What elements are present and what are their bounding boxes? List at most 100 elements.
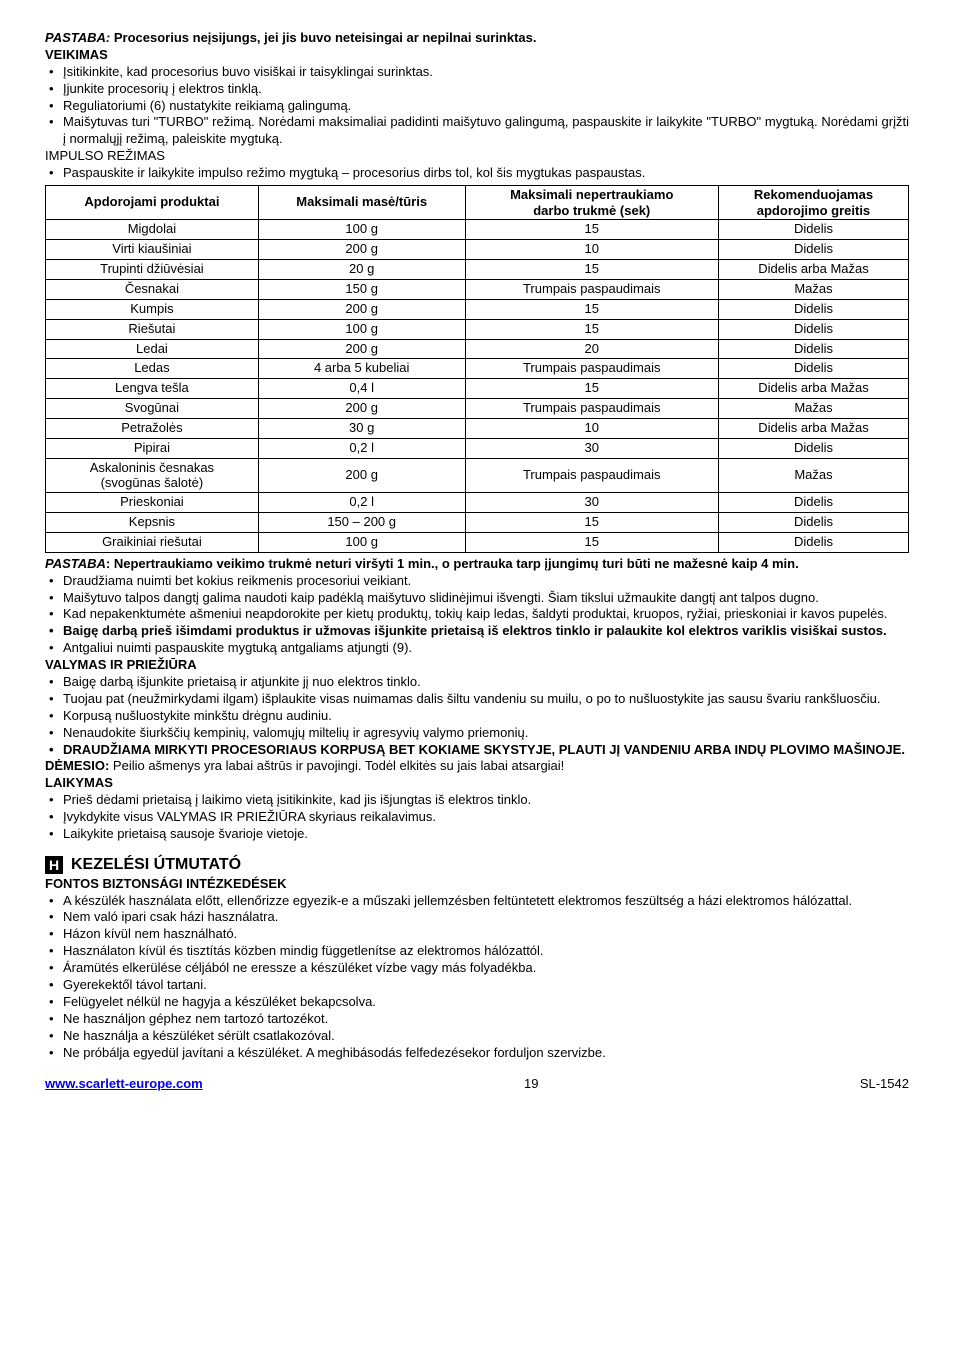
table-row: Virti kiaušiniai200 g10Didelis <box>46 240 909 260</box>
list-item: A készülék használata előtt, ellenőrizze… <box>45 893 909 910</box>
pastaba2-list: Draudžiama nuimti bet kokius reikmenis p… <box>45 573 909 657</box>
pastaba1-label: PASTABA: <box>45 30 110 45</box>
table-cell: 15 <box>465 512 718 532</box>
footer: www.scarlett-europe.com 19 SL-1542 <box>45 1076 909 1093</box>
th-duration: Maksimali nepertraukiamo darbo trukmė (s… <box>465 186 718 220</box>
table-cell: 15 <box>465 220 718 240</box>
list-item: DRAUDŽIAMA MIRKYTI PROCESORIAUS KORPUSĄ … <box>45 742 909 759</box>
list-item: Nenaudokite šiurkščių kempinių, valomųjų… <box>45 725 909 742</box>
table-row: Prieskoniai0,2 l30Didelis <box>46 493 909 513</box>
table-row: Trupinti džiūvėsiai20 g15Didelis arba Ma… <box>46 259 909 279</box>
table-cell: 15 <box>465 319 718 339</box>
table-cell: 30 <box>465 439 718 459</box>
table-cell: Česnakai <box>46 279 259 299</box>
list-item: Tuojau pat (neužmirkydami ilgam) išplauk… <box>45 691 909 708</box>
table-row: Kepsnis150 – 200 g15Didelis <box>46 512 909 532</box>
table-cell: Virti kiaušiniai <box>46 240 259 260</box>
list-item: Įvykdykite visus VALYMAS IR PRIEŽIŪRA sk… <box>45 809 909 826</box>
table-cell: 200 g <box>258 240 465 260</box>
table-cell: Trumpais paspaudimais <box>465 399 718 419</box>
table-cell: 15 <box>465 379 718 399</box>
list-item: Įsitikinkite, kad procesorius buvo visiš… <box>45 64 909 81</box>
list-item: Draudžiama nuimti bet kokius reikmenis p… <box>45 573 909 590</box>
footer-model: SL-1542 <box>860 1076 909 1093</box>
list-item: Laikykite prietaisą sausoje švarioje vie… <box>45 826 909 843</box>
table-cell: Lengva tešla <box>46 379 259 399</box>
table-cell: 200 g <box>258 339 465 359</box>
table-cell: 200 g <box>258 299 465 319</box>
impulso-list: Paspauskite ir laikykite impulso režimo … <box>45 165 909 182</box>
table-cell: 10 <box>465 419 718 439</box>
valymas-list: Baigę darbą išjunkite prietaisą ir atjun… <box>45 674 909 758</box>
list-item: Reguliatoriumi (6) nustatykite reikiamą … <box>45 98 909 115</box>
demesio-text: Peilio ašmenys yra labai aštrūs ir pavoj… <box>113 758 564 773</box>
table-cell: Trumpais paspaudimais <box>465 279 718 299</box>
list-item: Prieš dėdami prietaisą į laikimo vietą į… <box>45 792 909 809</box>
table-cell: 15 <box>465 299 718 319</box>
laikymas-header: LAIKYMAS <box>45 775 909 792</box>
table-cell: Migdolai <box>46 220 259 240</box>
th-product: Apdorojami produktai <box>46 186 259 220</box>
list-item: Gyerekektől távol tartani. <box>45 977 909 994</box>
table-cell: Trumpais paspaudimais <box>465 359 718 379</box>
kezelesi-title: KEZELÉSI ÚTMUTATÓ <box>71 855 241 876</box>
table-cell: Kumpis <box>46 299 259 319</box>
table-row: Riešutai100 g15Didelis <box>46 319 909 339</box>
demesio: DĖMESIO: Peilio ašmenys yra labai aštrūs… <box>45 758 909 775</box>
list-item: Nem való ipari csak házi használatra. <box>45 909 909 926</box>
table-cell: 0,2 l <box>258 439 465 459</box>
table-row: Graikiniai riešutai100 g15Didelis <box>46 532 909 552</box>
table-row: Askaloninis česnakas(svogūnas šalotė)200… <box>46 458 909 492</box>
table-cell: Didelis arba Mažas <box>718 259 908 279</box>
table-cell: 10 <box>465 240 718 260</box>
table-cell: 100 g <box>258 532 465 552</box>
table-cell: 200 g <box>258 458 465 492</box>
table-cell: 15 <box>465 259 718 279</box>
table-row: Petražolės30 g10Didelis arba Mažas <box>46 419 909 439</box>
table-cell: Petražolės <box>46 419 259 439</box>
list-item: Maišytuvas turi "TURBO" režimą. Norėdami… <box>45 114 909 148</box>
table-cell: Didelis <box>718 220 908 240</box>
demesio-label: DĖMESIO: <box>45 758 109 773</box>
th-speed: Rekomenduojamas apdorojimo greitis <box>718 186 908 220</box>
table-cell: Prieskoniai <box>46 493 259 513</box>
list-item: Baigę darbą išjunkite prietaisą ir atjun… <box>45 674 909 691</box>
table-row: Pipirai0,2 l30Didelis <box>46 439 909 459</box>
pastaba1: PASTABA: Procesorius neįsijungs, jei jis… <box>45 30 909 47</box>
impulso-header: IMPULSO REŽIMAS <box>45 148 909 165</box>
list-item: Antgaliui nuimti paspauskite mygtuką ant… <box>45 640 909 657</box>
table-cell: Pipirai <box>46 439 259 459</box>
table-cell: Ledas <box>46 359 259 379</box>
table-cell: Mažas <box>718 399 908 419</box>
table-row: Ledai200 g20Didelis <box>46 339 909 359</box>
list-item: Kad nepakenktumėte ašmeniui neapdorokite… <box>45 606 909 623</box>
table-cell: Didelis <box>718 512 908 532</box>
table-cell: 4 arba 5 kubeliai <box>258 359 465 379</box>
table-cell: Didelis <box>718 439 908 459</box>
veikimas-list: Įsitikinkite, kad procesorius buvo visiš… <box>45 64 909 148</box>
table-cell: 150 g <box>258 279 465 299</box>
fontos-header: FONTOS BIZTONSÁGI INTÉZKEDÉSEK <box>45 876 909 893</box>
list-item: Įjunkite procesorių į elektros tinklą. <box>45 81 909 98</box>
table-cell: Trupinti džiūvėsiai <box>46 259 259 279</box>
table-cell: 100 g <box>258 220 465 240</box>
pastaba2: PASTABA: Nepertraukiamo veikimo trukmė n… <box>45 556 909 573</box>
table-row: Migdolai100 g15Didelis <box>46 220 909 240</box>
table-cell: 200 g <box>258 399 465 419</box>
table-cell: Didelis arba Mažas <box>718 419 908 439</box>
products-table: Apdorojami produktai Maksimali masė/tūri… <box>45 185 909 553</box>
list-item: Házon kívül nem használható. <box>45 926 909 943</box>
table-row: Lengva tešla0,4 l15Didelis arba Mažas <box>46 379 909 399</box>
table-cell: Didelis <box>718 240 908 260</box>
kezelesi-header: H KEZELÉSI ÚTMUTATÓ <box>45 855 909 876</box>
h-icon: H <box>45 856 63 874</box>
table-cell: Trumpais paspaudimais <box>465 458 718 492</box>
pastaba2-text: : Nepertraukiamo veikimo trukmė neturi v… <box>106 556 799 571</box>
table-cell: Ledai <box>46 339 259 359</box>
pastaba1-text: Procesorius neįsijungs, jei jis buvo net… <box>114 30 537 45</box>
footer-page: 19 <box>524 1076 538 1093</box>
list-item: Felügyelet nélkül ne hagyja a készüléket… <box>45 994 909 1011</box>
veikimas-header: VEIKIMAS <box>45 47 909 64</box>
footer-link[interactable]: www.scarlett-europe.com <box>45 1076 203 1093</box>
fontos-list: A készülék használata előtt, ellenőrizze… <box>45 893 909 1062</box>
